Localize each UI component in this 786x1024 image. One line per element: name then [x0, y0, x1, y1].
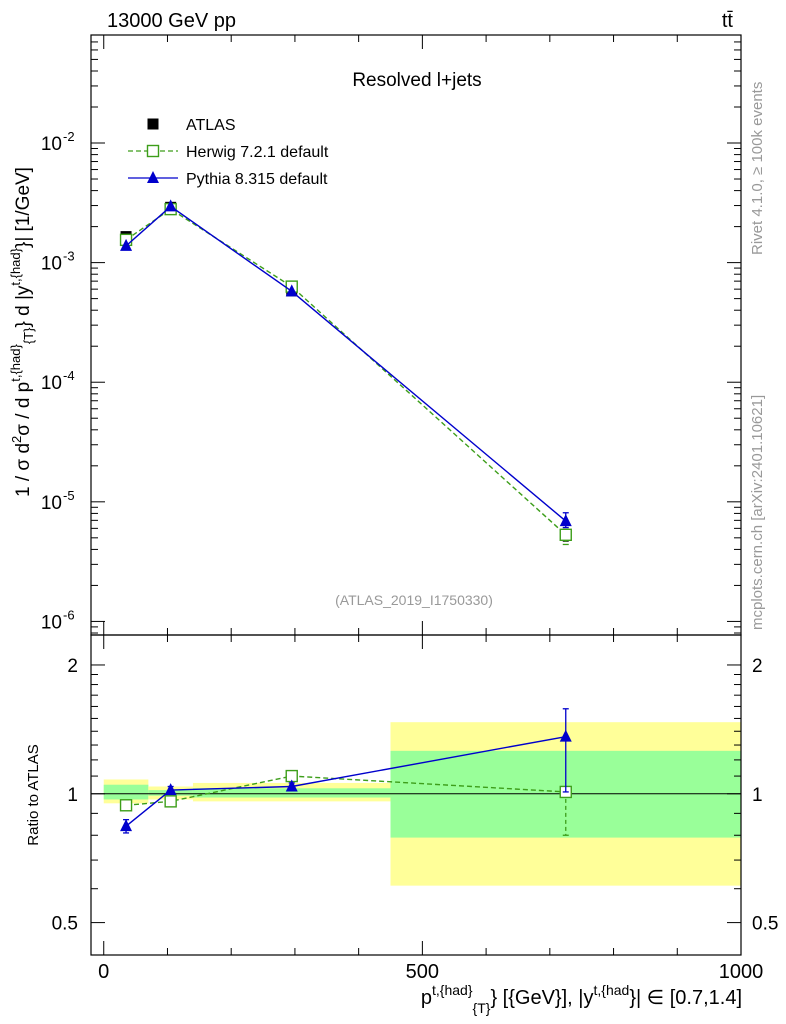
- main-y-tick-exponent: -4: [63, 368, 75, 383]
- data-point: [285, 779, 298, 792]
- ratio-bands: [103, 722, 741, 886]
- main-y-label-part4: }| [1/GeV]: [13, 167, 34, 248]
- main-y-tick-exponent: -6: [63, 607, 75, 622]
- legend-item: ATLAS: [147, 117, 236, 134]
- x-tick-label: 1000: [719, 961, 764, 983]
- data-point: [164, 783, 177, 796]
- rivet-label: Rivet 4.1.0, ≥ 100k events: [749, 82, 766, 255]
- ratio-y-tick-label: 1: [67, 785, 78, 806]
- data-point: [285, 284, 298, 297]
- x-tick-label: 500: [406, 961, 439, 983]
- x-label-sub1: {T}: [473, 1000, 491, 1016]
- ratio-series: [119, 708, 572, 836]
- main-y-label-sup: t,{had}: [8, 344, 23, 382]
- main-y-tick-exponent: -2: [63, 129, 75, 144]
- main-y-label-sq: 2: [9, 436, 24, 443]
- main-y-tick-exponent: -5: [63, 488, 75, 503]
- main-panel: 10-610-510-410-310-2 Resolved l+jets (AT…: [8, 34, 742, 955]
- series-pythia-8-315-default: [120, 708, 572, 834]
- mcplots-label: mcplots.cern.ch [arXiv:2401.10621]: [749, 395, 766, 630]
- series-pythia-8-315-default: [120, 199, 572, 529]
- x-axis-label: pt,{had}{T}} [{GeV}], |yt,{had}| ∈ [0.7,…: [421, 982, 742, 1016]
- main-series: [119, 199, 572, 546]
- x-ticks: 0 500 1000: [98, 961, 763, 983]
- legend-label: Herwig 7.2.1 default: [186, 144, 329, 161]
- x-tick-label: 0: [98, 961, 109, 983]
- data-point: [119, 799, 133, 812]
- data-point: [164, 199, 177, 212]
- ratio-ticks: 0.5 0.5 1 1 2 2: [52, 656, 779, 935]
- data-point: [559, 729, 572, 742]
- legend-marker: [147, 171, 159, 183]
- uncertainty-band-green: [103, 784, 149, 800]
- legend-label: Pythia 8.315 default: [186, 171, 328, 188]
- main-y-label-part2: σ / d p: [13, 382, 34, 436]
- main-y-tick-label: 10: [41, 612, 62, 633]
- legend-marker: [146, 144, 160, 158]
- plot-title: Resolved l+jets: [352, 70, 481, 91]
- main-ticks: 10-610-510-410-310-2: [41, 34, 742, 955]
- main-y-label: 1 / σ d2σ / d pt,{had}{T}} d |yt,{had}}|…: [8, 167, 36, 497]
- main-y-tick-label: 10: [41, 373, 62, 394]
- ratio-y-tick-label-right: 2: [752, 656, 763, 677]
- series-herwig-7-2-1-default: [119, 202, 572, 546]
- main-y-tick-label: 10: [41, 493, 62, 514]
- ratio-y-label: Ratio to ATLAS: [25, 744, 42, 845]
- ratio-y-tick-label: 2: [67, 656, 78, 677]
- ratio-y-tick-label-right: 1: [752, 785, 763, 806]
- series-line: [125, 735, 566, 827]
- main-y-tick-label: 10: [41, 254, 62, 275]
- data-point: [164, 795, 177, 808]
- ratio-frame: [90, 634, 742, 956]
- x-label-mid: } [{GeV}], |y: [490, 987, 593, 1009]
- x-label-post: }| ∈ [0.7,1.4]: [629, 987, 742, 1009]
- main-y-tick-label: 10: [41, 134, 62, 155]
- ratio-panel: 0.5 0.5 1 1 2 2 Ratio to ATLAS: [25, 634, 779, 956]
- x-label-pre: p: [421, 987, 432, 1009]
- series-line: [125, 208, 567, 536]
- x-label-sup1: t,{had}: [432, 982, 473, 998]
- analysis-id: (ATLAS_2019_I1750330): [335, 592, 493, 608]
- main-y-tick-exponent: -3: [63, 249, 75, 264]
- series-line: [125, 205, 567, 522]
- legend-item: Herwig 7.2.1 default: [128, 144, 329, 161]
- process-label: tt̄: [722, 10, 734, 32]
- uncertainty-band-green: [192, 788, 391, 798]
- legend-marker: [147, 118, 159, 130]
- data-point: [120, 238, 133, 251]
- main-y-label-part1: 1 / σ d: [13, 443, 34, 497]
- energy-label: 13000 GeV pp: [107, 10, 236, 32]
- ratio-y-tick-label-right: 0.5: [752, 914, 778, 935]
- ratio-y-tick-label: 0.5: [52, 914, 78, 935]
- data-point: [559, 514, 572, 527]
- data-point: [559, 528, 572, 541]
- main-y-label-sub: {T}: [21, 327, 36, 344]
- series-atlas: [120, 201, 572, 542]
- main-y-label-sup2: t,{had}: [8, 247, 23, 285]
- main-y-label-part3: } d |y: [13, 285, 34, 327]
- data-point: [120, 819, 133, 832]
- legend-item: Pythia 8.315 default: [128, 171, 328, 188]
- legend-label: ATLAS: [186, 117, 236, 134]
- legend: ATLAS Herwig 7.2.1 default Pythia 8.315 de…: [128, 117, 329, 188]
- x-label-sup2: t,{had: [593, 982, 629, 998]
